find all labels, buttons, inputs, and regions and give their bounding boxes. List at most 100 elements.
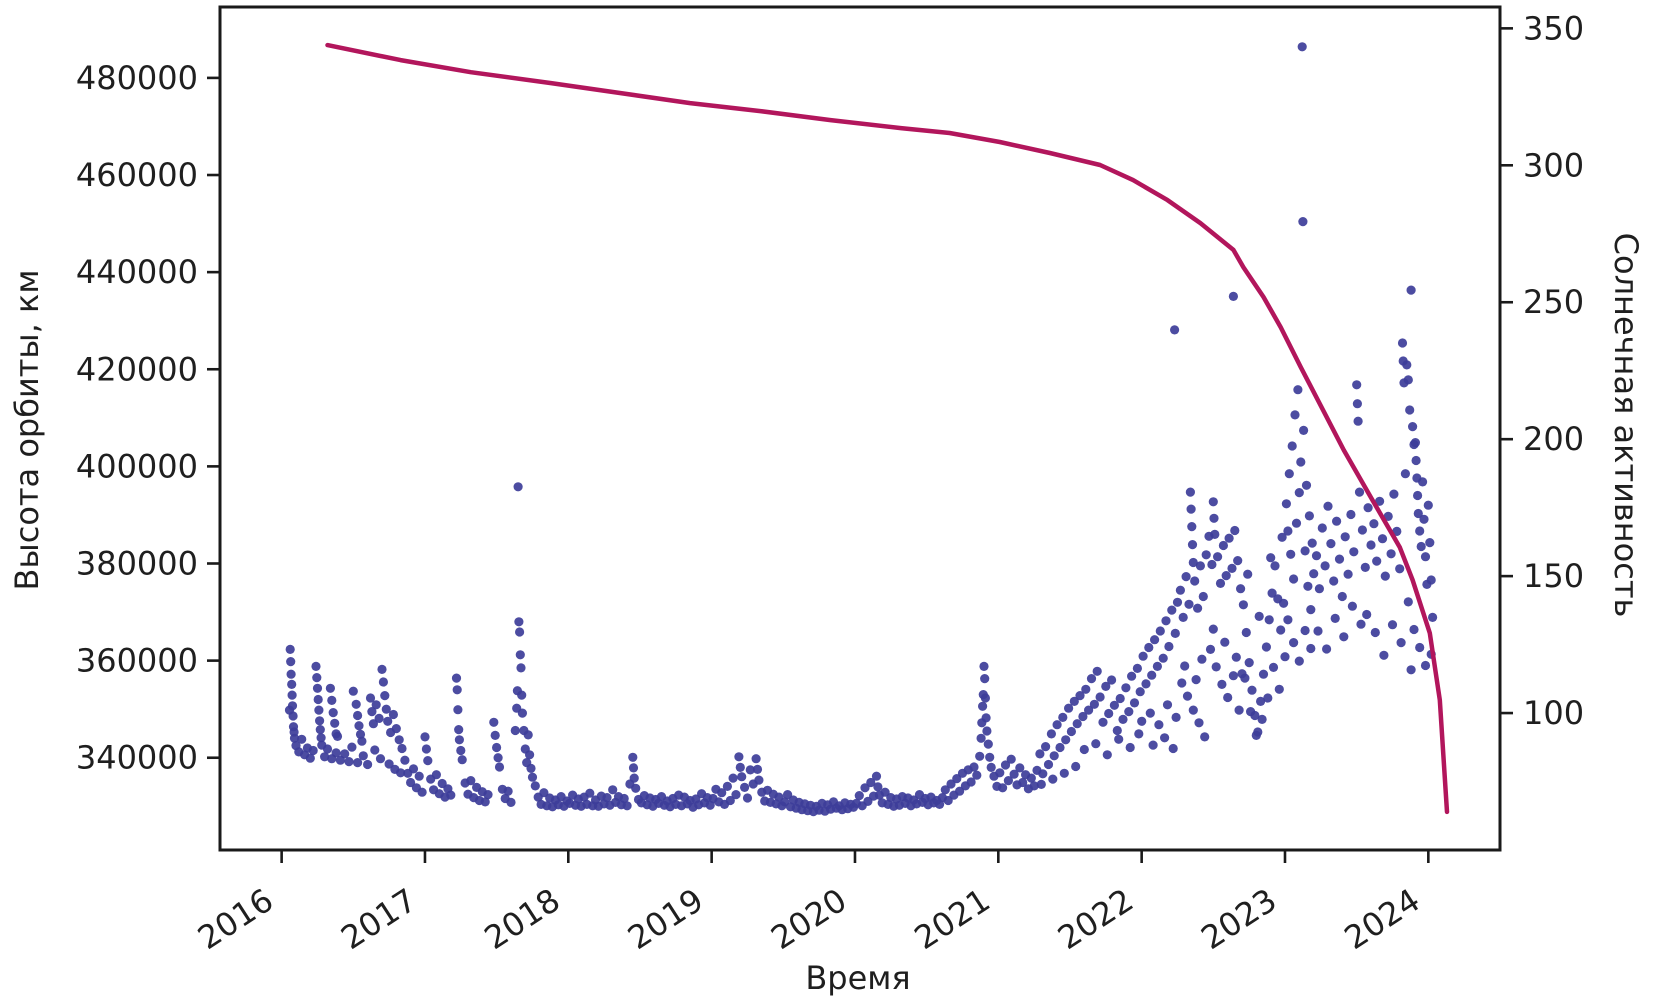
scatter-point <box>315 725 325 735</box>
scatter-point <box>754 775 764 785</box>
scatter-point <box>1164 641 1174 652</box>
scatter-point <box>1380 571 1390 581</box>
y-left-tick-label: 360000 <box>76 642 198 680</box>
scatter-point <box>1228 671 1238 681</box>
scatter-point <box>1127 671 1137 681</box>
scatter-point <box>1049 751 1059 761</box>
scatter-point <box>1353 416 1363 426</box>
scatter-point <box>1357 525 1367 535</box>
scatter-point <box>1148 740 1158 750</box>
scatter-point <box>1109 700 1119 710</box>
scatter-point <box>446 790 456 800</box>
scatter-point <box>506 797 516 808</box>
scatter-point <box>1213 552 1223 562</box>
x-axis-title: Время <box>805 959 911 997</box>
scatter-point <box>1279 598 1289 608</box>
scatter-point <box>1217 679 1227 690</box>
scatter-point <box>1403 375 1413 385</box>
scatter-point <box>1354 487 1365 497</box>
scatter-point <box>288 711 298 721</box>
scatter-point <box>483 790 493 800</box>
scatter-point <box>1121 683 1131 693</box>
scatter-point <box>1377 534 1388 544</box>
scatter-point <box>1362 609 1372 620</box>
scatter-point <box>489 717 499 727</box>
scatter-point <box>1347 601 1357 611</box>
scatter-point <box>1289 638 1299 648</box>
scatter-point <box>1267 588 1277 598</box>
scatter-point <box>313 694 323 705</box>
scatter-point <box>1426 575 1436 585</box>
scatter-point <box>1395 564 1405 574</box>
x-tick-label: 2024 <box>1338 881 1427 957</box>
scatter-point <box>1340 532 1350 542</box>
scatter-point <box>969 762 979 772</box>
scatter-point <box>1059 768 1069 778</box>
scatter-point <box>1400 469 1410 479</box>
scatter-point <box>1379 650 1389 660</box>
scatter-point <box>286 669 296 679</box>
scatter-point <box>1224 533 1234 543</box>
scatter-point <box>1241 627 1251 638</box>
scatter-point <box>1125 742 1135 753</box>
scatter-point <box>344 757 354 767</box>
scatter-point <box>1144 642 1154 653</box>
scatter-point <box>1095 692 1105 702</box>
scatter-point <box>1181 572 1191 582</box>
x-tick-label: 2020 <box>764 881 853 957</box>
scatter-point <box>1009 769 1019 779</box>
scatter-point <box>397 743 407 754</box>
scatter-point <box>1281 499 1291 509</box>
scatter-point <box>414 771 424 781</box>
scatter-point <box>285 644 295 655</box>
scatter-point <box>1283 526 1293 536</box>
scatter-point <box>332 731 343 742</box>
scatter-point <box>1137 716 1147 726</box>
scatter-point <box>454 735 464 745</box>
scatter-point <box>1210 529 1220 540</box>
scatter-point <box>628 752 638 762</box>
scatter-point <box>1078 711 1088 722</box>
scatter-point <box>619 793 629 804</box>
scatter-point <box>515 650 525 660</box>
scatter-point <box>1069 696 1079 707</box>
scatter-point <box>978 701 988 711</box>
scatter-point <box>525 750 535 760</box>
scatter-point <box>985 752 995 762</box>
scatter-point <box>1058 712 1068 723</box>
scatter-point <box>1187 522 1197 532</box>
scatter-point <box>1264 615 1274 625</box>
scatter-point <box>388 709 398 720</box>
scatter-point <box>1147 670 1157 680</box>
scatter-point <box>1006 754 1016 764</box>
scatter-point <box>1170 628 1180 639</box>
scatter-point <box>1403 597 1413 607</box>
scatter-point <box>328 708 338 718</box>
scatter-point <box>1228 291 1238 301</box>
scatter-point <box>1283 615 1293 625</box>
scatter-point <box>1086 674 1097 684</box>
scatter-point <box>981 713 991 723</box>
x-tick-label: 2018 <box>478 881 567 957</box>
scatter-point <box>452 685 462 695</box>
scatter-point <box>1041 742 1051 752</box>
scatter-point <box>420 732 430 742</box>
y-right-tick-label: 100 <box>1523 694 1584 732</box>
scatter-point <box>1280 652 1290 662</box>
scatter-point <box>1286 549 1296 559</box>
scatter-point <box>1352 380 1362 390</box>
scatter-point <box>406 777 416 788</box>
scatter-point <box>602 793 612 803</box>
scatter-point <box>1150 635 1160 645</box>
scatter-point <box>860 783 870 793</box>
scatter-point <box>1191 675 1201 685</box>
scatter-point <box>396 768 406 778</box>
scatter-point <box>1410 438 1420 448</box>
scatter-point <box>1188 557 1198 568</box>
scatter-point <box>287 690 297 700</box>
scatter-point <box>1171 712 1181 723</box>
scatter-point <box>517 690 527 700</box>
y-left-tick-label: 400000 <box>76 447 198 485</box>
scatter-point <box>585 788 595 798</box>
scatter-point <box>311 661 321 672</box>
